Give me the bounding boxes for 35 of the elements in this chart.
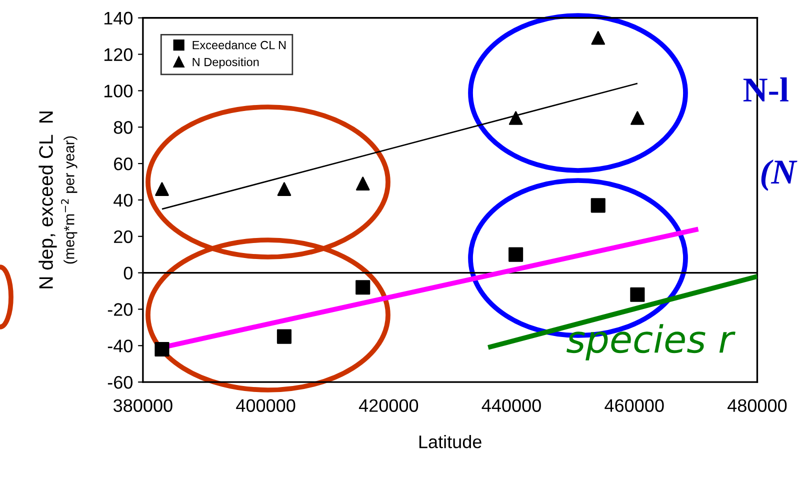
y-tick-label: 20 [114, 230, 133, 244]
x-tick-label: 420000 [358, 399, 418, 412]
y-tick-label: 60 [114, 157, 133, 170]
point [590, 198, 606, 213]
x-tick-label: 400000 [236, 399, 296, 412]
y-tick-label: 140 [104, 12, 133, 25]
y-tick-label: 0 [124, 266, 133, 280]
point [356, 280, 370, 295]
point [154, 342, 170, 357]
y-axis-title: N dep, exceed CL N (meq*m$^{−2}$ per year) [38, 112, 78, 288]
x-tick-label: 480000 [728, 399, 787, 412]
y-tick-label: -60 [108, 376, 133, 389]
x-axis-title: Latitude [419, 434, 482, 448]
text: (N [761, 159, 798, 191]
legend-label: N Deposition [192, 58, 259, 69]
point [591, 30, 606, 45]
point [508, 111, 523, 125]
point [155, 182, 169, 196]
y-tick-label: 40 [114, 194, 133, 207]
point [630, 287, 645, 302]
point [277, 182, 292, 196]
point [508, 247, 524, 262]
y-tick-label: -20 [108, 303, 133, 316]
point [356, 176, 370, 190]
y-tick-label: 100 [104, 84, 133, 98]
point [630, 111, 644, 125]
annotation: species r [566, 324, 736, 360]
y-tick-label: -40 [108, 340, 133, 352]
point [276, 329, 292, 344]
legend-label: Exceedance CL N [192, 40, 286, 50]
x-tick-label: 440000 [482, 399, 541, 412]
x-tick-label: 460000 [604, 399, 664, 412]
y-tick-label: 80 [114, 121, 133, 134]
y-tick-label: 120 [104, 48, 133, 62]
x-tick-label: 380000 [114, 399, 172, 412]
